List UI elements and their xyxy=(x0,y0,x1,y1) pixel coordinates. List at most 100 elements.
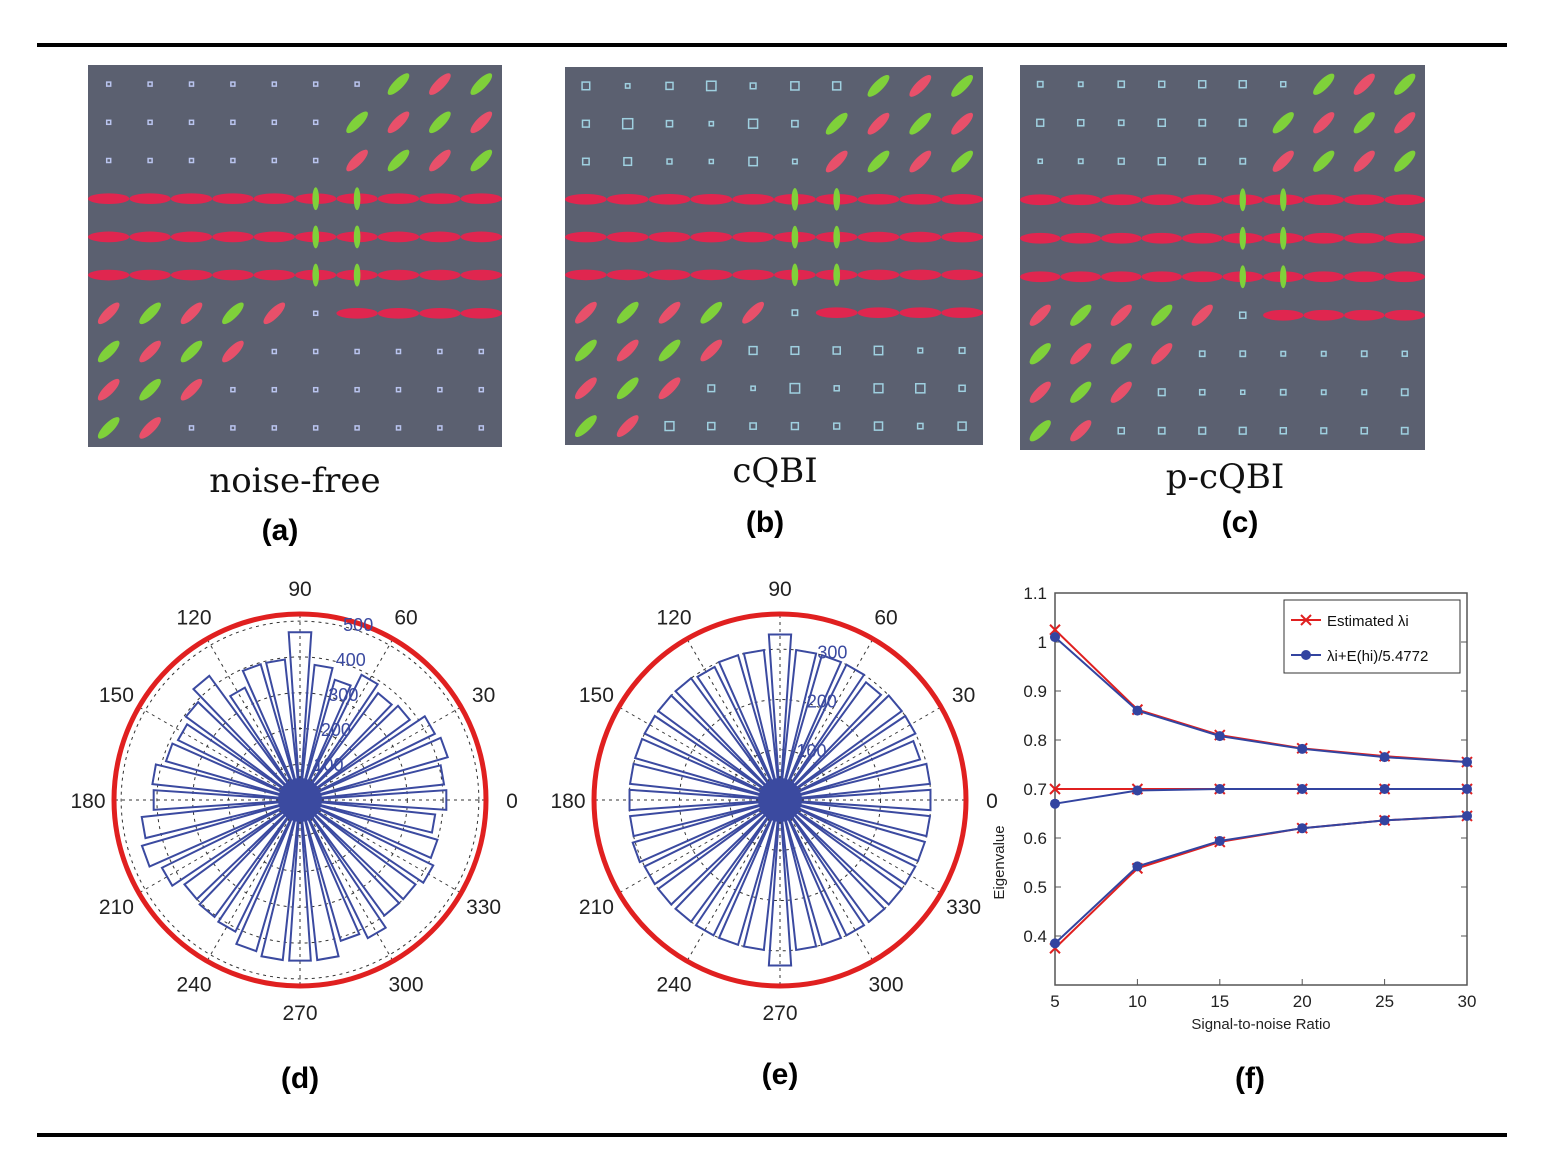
isotropic-glyph xyxy=(1360,426,1369,435)
fiber-glyph-horizontal xyxy=(336,307,378,319)
y-tick-label: 0.5 xyxy=(1023,878,1047,897)
angular-grid-line xyxy=(299,706,462,801)
fiber-glyph-diagonal xyxy=(97,340,120,363)
fiber-glyph-diagonal xyxy=(1272,150,1294,172)
isotropic-glyph xyxy=(271,348,278,355)
fiber-glyph-diagonal xyxy=(1070,343,1092,365)
eigenvalue-line-chart: 5 10 15 20 25 30 0.4 0.5 0.6 0.7 0.8 0.9 1 1.1 Signal-… xyxy=(991,584,1476,1033)
fiber-glyph-diagonal xyxy=(742,301,765,324)
fiber-glyph-horizontal xyxy=(1060,194,1101,206)
isotropic-glyph xyxy=(1036,80,1044,88)
isotropic-glyph xyxy=(147,157,153,164)
y-tick-label: 0.7 xyxy=(1023,780,1047,799)
fiber-glyph-vertical xyxy=(353,225,361,249)
histogram-bar xyxy=(299,663,334,801)
isotropic-glyph xyxy=(395,348,402,355)
angle-tick-label: 30 xyxy=(952,684,975,707)
isotropic-glyph xyxy=(623,156,633,167)
fiber-glyph-horizontal xyxy=(899,269,942,281)
isotropic-glyph xyxy=(833,422,841,430)
fiber-glyph-horizontal xyxy=(899,194,942,205)
fiber-glyph-diagonal xyxy=(574,301,597,324)
fiber-glyph-diagonal xyxy=(1070,304,1092,326)
histogram-bar xyxy=(160,799,301,888)
circle-marker xyxy=(1379,784,1390,794)
fiber-glyph-horizontal xyxy=(170,231,213,243)
isotropic-glyph xyxy=(312,386,319,393)
fiber-glyph-horizontal xyxy=(419,193,461,205)
isotropic-glyph xyxy=(873,345,884,356)
angle-tick-label: 30 xyxy=(472,684,495,707)
fiber-glyph-diagonal xyxy=(387,111,410,134)
fiber-glyph-horizontal xyxy=(253,231,295,243)
histogram-bar xyxy=(299,691,394,801)
fiber-glyph-diagonal xyxy=(1110,304,1132,326)
label-b: (b) xyxy=(745,506,785,539)
angular-grid-line xyxy=(779,799,942,894)
fiber-glyph-diagonal xyxy=(574,377,597,400)
isotropic-glyph xyxy=(1117,426,1126,435)
circle-marker xyxy=(1214,784,1225,794)
fiber-glyph-horizontal xyxy=(212,269,254,281)
circle-marker xyxy=(1132,705,1143,716)
fiber-glyph-diagonal xyxy=(825,112,848,135)
isotropic-glyph xyxy=(1320,427,1328,435)
fiber-glyph-horizontal xyxy=(460,231,502,243)
fiber-glyph-diagonal xyxy=(346,149,368,172)
isotropic-glyph xyxy=(790,421,800,431)
fiber-glyph-diagonal xyxy=(470,111,493,134)
histogram-bar xyxy=(674,676,781,801)
histogram-bar xyxy=(264,658,301,801)
isotropic-glyph xyxy=(750,385,756,392)
polar-histogram-d: 0 30 60 90 120 150 180 210 240 270 300 330 100 200 300… xyxy=(70,578,517,1025)
fiber-glyph-diagonal xyxy=(1313,150,1335,172)
fiber-glyph-horizontal xyxy=(565,231,607,243)
angle-tick-label: 270 xyxy=(282,1002,317,1025)
fiber-glyph-horizontal xyxy=(857,231,900,243)
caption-b: cQBI xyxy=(732,451,818,491)
fiber-glyph-horizontal xyxy=(1101,271,1142,283)
fiber-glyph-diagonal xyxy=(658,301,681,324)
histogram-bar xyxy=(643,799,781,886)
histogram-bar xyxy=(176,722,301,801)
isotropic-glyph xyxy=(790,345,800,356)
angular-grid-line xyxy=(686,799,781,962)
histogram-bar xyxy=(184,700,301,801)
histogram-bar xyxy=(299,799,417,901)
fiber-glyph-horizontal xyxy=(1344,271,1385,283)
isotropic-glyph xyxy=(581,119,591,128)
isotropic-glyph xyxy=(147,119,153,126)
isotropic-glyph xyxy=(1117,157,1125,165)
histogram-bar xyxy=(779,762,932,801)
caption-a: noise-free xyxy=(209,461,381,501)
legend-x-marker xyxy=(1300,614,1312,626)
angle-tick-label: 180 xyxy=(550,790,585,813)
angle-tick-label: 300 xyxy=(388,974,423,997)
fiber-glyph-horizontal xyxy=(1303,309,1344,321)
fiber-glyph-diagonal xyxy=(867,150,890,173)
x-tick-label: 25 xyxy=(1375,992,1394,1011)
histogram-bar xyxy=(299,764,446,801)
histogram-bar xyxy=(694,799,781,937)
isotropic-glyph xyxy=(271,119,278,126)
fiber-glyph-vertical xyxy=(791,225,799,249)
isotropic-glyph xyxy=(147,81,153,87)
outer-ring xyxy=(111,611,489,989)
circle-marker xyxy=(1050,938,1060,949)
isotropic-glyph xyxy=(581,157,590,166)
fiber-glyph-horizontal xyxy=(1101,232,1142,244)
isotropic-glyph xyxy=(873,421,884,431)
fiber-glyph-horizontal xyxy=(690,194,733,205)
fiber-glyph-diagonal xyxy=(658,339,681,362)
isotropic-glyph xyxy=(831,81,842,91)
isotropic-glyph xyxy=(789,382,801,394)
fiber-glyph-horizontal xyxy=(1344,232,1385,244)
radial-tick-label: 100 xyxy=(313,755,343,775)
isotropic-glyph xyxy=(581,81,591,91)
histogram-bar xyxy=(152,789,301,811)
fiber-glyph-diagonal xyxy=(700,301,723,324)
isotropic-glyph xyxy=(833,385,840,392)
fiber-glyph-vertical xyxy=(791,263,799,287)
fiber-glyph-horizontal xyxy=(857,307,900,318)
angle-tick-label: 60 xyxy=(394,606,417,629)
